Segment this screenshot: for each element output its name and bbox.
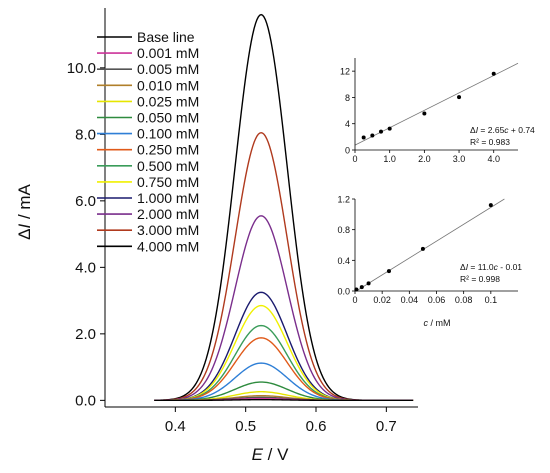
inset1-equation: ΔI = 2.65c + 0.74 <box>470 125 535 135</box>
data-point <box>386 269 391 274</box>
inset-y-tick-label: 0.4 <box>337 256 350 266</box>
inset2-y-ticks: 0.0 0.4 0.8 1.2 <box>337 195 355 297</box>
legend-label: 0.005 mM <box>137 61 199 77</box>
inset-y-tick-label: 0.0 <box>337 287 350 297</box>
inset-y-tick-label: 0 <box>345 146 350 156</box>
main-x-tick-label: 0.4 <box>165 418 186 435</box>
main-y-tick-label: 4.0 <box>75 259 96 276</box>
main-y-tick-label: 10.0 <box>67 60 96 77</box>
inset2-plot-area <box>354 198 505 292</box>
main-y-axis-label: ΔI / mA <box>15 183 34 239</box>
main-y-tick-label: 0.0 <box>75 392 96 409</box>
inset-x-tick-label: 2.0 <box>418 154 431 164</box>
main-x-axis-label: E / V <box>252 445 290 464</box>
inset2-r2: R² = 0.998 <box>460 274 500 284</box>
legend-label: 0.001 mM <box>137 45 199 61</box>
inset-x-tick-label: 0.04 <box>401 295 419 305</box>
legend-label: 0.500 mM <box>137 158 199 174</box>
inset-x-tick-label: 0.06 <box>428 295 446 305</box>
inset-x-tick-label: 4.0 <box>487 154 500 164</box>
inset-y-tick-label: 8 <box>345 93 350 103</box>
data-point <box>488 203 493 208</box>
inset1-plot-area <box>354 62 519 146</box>
main-y-tick-label: 2.0 <box>75 326 96 343</box>
inset-x-tick-label: 1.0 <box>383 154 396 164</box>
inset1-x-ticks: 0 1.0 2.0 3.0 4.0 <box>352 150 500 164</box>
data-point <box>422 111 427 116</box>
inset-x-tick-label: 3.0 <box>453 154 466 164</box>
data-point <box>457 95 462 100</box>
inset-calibration-high: 0 1.0 2.0 3.0 4.0 0 4 8 12 ΔI = 2.65c + 0.74 R²… <box>340 58 535 164</box>
inset-y-tick-label: 0.8 <box>337 225 350 235</box>
main-x-tick-label: 0.5 <box>235 418 256 435</box>
inset-x-tick-label: 0.02 <box>373 295 391 305</box>
data-point <box>379 129 384 134</box>
inset-calibration-low: 0 0.02 0.04 0.06 0.08 0.1 0.0 0.4 0.8 1.2 ΔI = 1… <box>337 195 522 329</box>
data-point <box>361 135 366 140</box>
main-x-tick-label: 0.7 <box>376 418 397 435</box>
main-y-tick-label: 8.0 <box>75 126 96 143</box>
inset2-x-ticks: 0 0.02 0.04 0.06 0.08 0.1 <box>352 291 497 305</box>
data-point <box>420 246 425 251</box>
legend-label: 0.250 mM <box>137 142 199 158</box>
inset-y-tick-label: 12 <box>340 67 350 77</box>
data-point <box>366 281 371 286</box>
main-y-tick-label: 6.0 <box>75 193 96 210</box>
data-point <box>370 133 375 138</box>
legend-label: 1.000 mM <box>137 190 199 206</box>
inset1-r2: R² = 0.983 <box>470 137 510 147</box>
inset-y-tick-label: 1.2 <box>337 195 350 205</box>
legend-label: 2.000 mM <box>137 206 199 222</box>
inset2-equation: ΔI = 11.0c - 0.01 <box>460 262 522 272</box>
legend-label: 0.010 mM <box>137 77 199 93</box>
inset-x-tick-label: 0 <box>352 295 357 305</box>
main-chart: 0.4 0.5 0.6 0.7 0.0 2.0 4.0 6.0 8.0 10.0 Base li… <box>15 8 418 464</box>
curve-base-line <box>154 398 414 402</box>
inset-y-tick-label: 4 <box>345 119 350 129</box>
legend-label: 0.050 mM <box>137 110 199 126</box>
main-x-tick-label: 0.6 <box>306 418 327 435</box>
inset2-x-axis-label: c / mM <box>424 318 451 328</box>
main-y-ticks: 0.0 2.0 4.0 6.0 8.0 10.0 <box>67 60 105 409</box>
data-point <box>387 126 392 131</box>
legend-label: 0.100 mM <box>137 126 199 142</box>
inset-x-tick-label: 0 <box>352 154 357 164</box>
legend-label: 0.750 mM <box>137 174 199 190</box>
legend-label: 4.000 mM <box>137 238 199 254</box>
data-point <box>491 71 496 76</box>
curve-0-750-mm <box>154 304 414 402</box>
legend-label: 0.025 mM <box>137 93 199 109</box>
main-curves <box>154 13 414 402</box>
legend-label: 3.000 mM <box>137 222 199 238</box>
inset-x-tick-label: 0.1 <box>485 295 498 305</box>
fit-line <box>356 198 505 292</box>
data-point <box>359 285 364 290</box>
inset1-y-ticks: 0 4 8 12 <box>340 67 355 156</box>
curve-1-000-mm <box>154 291 414 402</box>
main-x-ticks: 0.4 0.5 0.6 0.7 <box>165 407 397 435</box>
legend-label: Base line <box>137 29 195 45</box>
inset-x-tick-label: 0.08 <box>455 295 473 305</box>
